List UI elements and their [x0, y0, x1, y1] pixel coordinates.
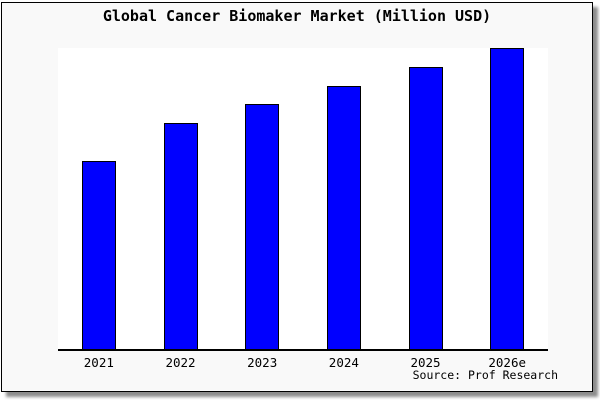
- x-tick-label-2024: 2024: [328, 355, 359, 370]
- bars: [58, 48, 548, 349]
- x-tick-label-2023: 2023: [247, 355, 278, 370]
- x-axis-labels: 2021 2022 2023 2024 2025 2026e: [58, 355, 548, 370]
- bar-slot: [303, 48, 385, 349]
- bar-2024: [326, 85, 361, 349]
- chart-title: Global Cancer Biomaker Market (Million U…: [102, 7, 492, 25]
- bar-slot: [385, 48, 467, 349]
- x-tick-label-2026e: 2026e: [488, 355, 527, 370]
- bar-2023: [245, 104, 280, 349]
- bar-slot: [466, 48, 548, 349]
- bar-2025: [408, 66, 443, 349]
- x-tick-label-2022: 2022: [165, 355, 196, 370]
- bar-2022: [163, 123, 198, 349]
- bar-slot: [221, 48, 303, 349]
- source-note: Source: Prof Research: [412, 368, 558, 382]
- bar-2021: [81, 160, 116, 349]
- bar-2026e: [490, 48, 525, 349]
- bar-slot: [140, 48, 222, 349]
- chart-figure: Global Cancer Biomaker Market (Million U…: [1, 2, 593, 392]
- bar-slot: [58, 48, 140, 349]
- plot-area: [58, 48, 548, 351]
- x-tick-label-2021: 2021: [83, 355, 114, 370]
- x-tick-label-2025: 2025: [410, 355, 441, 370]
